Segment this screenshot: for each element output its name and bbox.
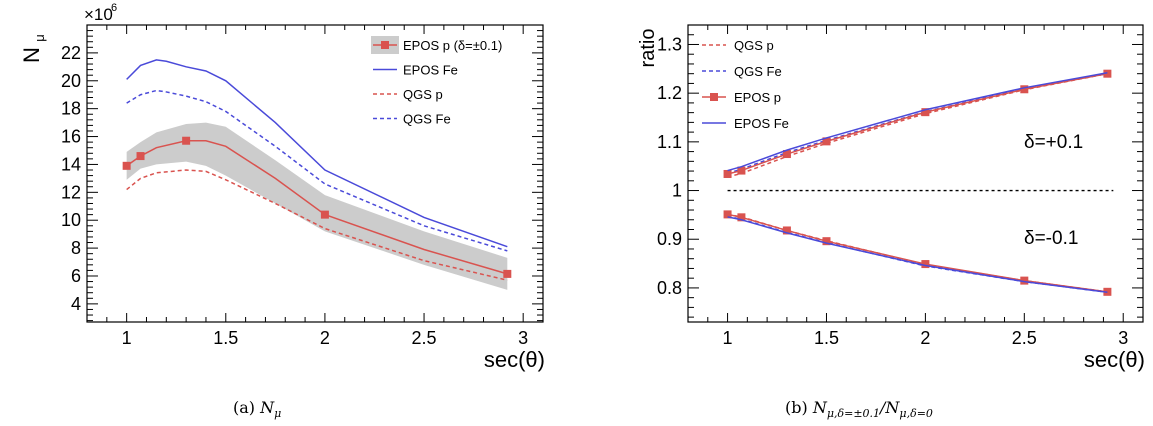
c0-series-line-qgs-p xyxy=(126,169,508,281)
caption-b-label: (b) xyxy=(785,398,808,417)
c0-x-axis-label: sec(θ) xyxy=(484,347,545,372)
c0-legend-label-epos-fe: EPOS Fe xyxy=(403,63,458,78)
c0-y-tick-label: 20 xyxy=(61,71,81,91)
c1-series-marker-epos-p xyxy=(1020,85,1029,94)
c0-series-marker-epos-p-0-1 xyxy=(122,161,131,170)
c0-exponent-label: ×10 xyxy=(84,5,113,24)
c0-legend-marker-epos-p-0-1 xyxy=(381,41,389,49)
c1-plot-frame xyxy=(687,24,1144,323)
c1-series-marker-epos-p xyxy=(723,169,732,178)
c1-x-tick-label: 3 xyxy=(1118,328,1128,348)
c1-series-marker-epos-p xyxy=(782,150,791,159)
c0-exponent-power: 6 xyxy=(111,2,117,14)
c1-y-tick-label: 1.3 xyxy=(657,34,682,54)
c1-x-tick-label: 1.5 xyxy=(814,328,839,348)
c0-y-tick-label: 8 xyxy=(71,238,81,258)
c1-series-marker-epos-p-0-1 xyxy=(921,260,930,269)
c0-y-tick-label: 4 xyxy=(71,294,81,314)
caption-a-symbol: N xyxy=(260,398,275,417)
c1-annotation-delta-minus: δ=-0.1 xyxy=(1024,228,1078,249)
caption-b-sub2: μ,δ=0 xyxy=(899,407,933,421)
caption-a-label: (a) xyxy=(233,398,256,417)
c0-y-tick-label: 16 xyxy=(61,127,81,147)
c1-y-axis-label: ratio xyxy=(637,29,659,68)
c0-y-tick-label: 22 xyxy=(61,43,81,63)
c1-legend-label-qgs-fe: QGS Fe xyxy=(734,64,782,79)
c0-y-tick-label: 18 xyxy=(61,99,81,119)
c0-legend-label-qgs-p: QGS p xyxy=(403,87,443,102)
caption-b-sep: / xyxy=(880,398,886,417)
c0-legend-label-epos-p-0-1: EPOS p (δ=±0.1) xyxy=(403,38,502,53)
c0-series-line-epos-fe xyxy=(126,59,508,248)
caption-b-symbol2: N xyxy=(885,398,900,417)
c0-uncertainty-band xyxy=(126,122,508,290)
c0-series-marker-epos-p-0-1 xyxy=(503,269,512,278)
c0-plot-frame xyxy=(86,24,544,323)
caption-a: (a) Nμ xyxy=(233,398,281,420)
c0-y-axis-label-sub: μ xyxy=(32,34,47,42)
c1-series-marker-epos-p xyxy=(921,108,930,117)
c0-x-tick-label: 3 xyxy=(518,328,528,348)
c0-y-tick-label: 10 xyxy=(61,210,81,230)
chart-nmu: 1 1.5 2 2.5 346810121416182022sec(θ)Nμ×106EP… xyxy=(19,2,545,372)
c0-y-tick-label: 6 xyxy=(71,266,81,286)
caption-a-sub: μ xyxy=(274,407,282,421)
c1-series-line-epos-p-0-1 xyxy=(727,213,1108,293)
c1-annotation-delta-plus: δ=+0.1 xyxy=(1024,132,1083,153)
c1-y-tick-label: 1.1 xyxy=(657,132,682,152)
c1-series-marker-epos-p xyxy=(1103,69,1112,78)
c1-x-tick-label: 2.5 xyxy=(1012,328,1037,348)
c0-series-line-epos-p-0-1 xyxy=(126,139,508,275)
c1-x-axis-label: sec(θ) xyxy=(1084,347,1145,372)
c1-legend-label-epos-fe: EPOS Fe xyxy=(734,116,789,131)
c1-series-marker-epos-p xyxy=(737,166,746,175)
c0-x-tick-label: 2.5 xyxy=(412,328,437,348)
c1-legend-marker-epos-p xyxy=(710,93,718,101)
caption-b: (b) Nμ,δ=±0.1/Nμ,δ=0 xyxy=(785,398,933,420)
c1-legend-label-epos-p: EPOS p xyxy=(734,90,781,105)
c1-x-tick-label: 1 xyxy=(723,328,733,348)
c1-series-line-epos-fe-0-1 xyxy=(727,216,1108,294)
c1-series-marker-epos-p-0-1 xyxy=(822,237,831,246)
c0-legend-label-qgs-fe: QGS Fe xyxy=(403,112,451,127)
c1-y-tick-label: 1.2 xyxy=(657,83,682,103)
c0-y-tick-label: 14 xyxy=(61,154,81,174)
c0-x-tick-label: 1.5 xyxy=(213,328,238,348)
c0-series-marker-epos-p-0-1 xyxy=(136,152,145,161)
c1-y-tick-label: 0.8 xyxy=(657,278,682,298)
c1-series-marker-epos-p-0-1 xyxy=(1020,276,1029,285)
c0-series-marker-epos-p-0-1 xyxy=(182,136,191,145)
c1-series-marker-epos-p xyxy=(822,137,831,146)
c0-x-tick-label: 1 xyxy=(122,328,132,348)
c1-x-tick-label: 2 xyxy=(920,328,930,348)
c0-series-marker-epos-p-0-1 xyxy=(320,210,329,219)
caption-b-symbol: N xyxy=(812,398,827,417)
c1-series-line-qgs-p-0-1 xyxy=(727,213,1108,293)
c1-y-tick-label: 0.9 xyxy=(657,229,682,249)
c1-series-marker-epos-p-0-1 xyxy=(723,210,732,219)
c0-y-axis-label: N xyxy=(19,47,44,63)
c1-series-line-epos-fe xyxy=(727,71,1108,172)
c1-legend-label-qgs-p: QGS p xyxy=(734,38,774,53)
c1-series-marker-epos-p-0-1 xyxy=(737,213,746,222)
c0-x-tick-label: 2 xyxy=(320,328,330,348)
c0-y-tick-label: 12 xyxy=(61,182,81,202)
c1-series-marker-epos-p-0-1 xyxy=(782,226,791,235)
c1-y-tick-label: 1 xyxy=(672,181,682,201)
caption-b-sub: μ,δ=±0.1 xyxy=(826,407,881,421)
chart-ratio: 1 1.5 2 2.5 3 0.8 0.9 1 1.1 1.2 1.3 sec(θ) ratio δ=+0… xyxy=(637,24,1145,372)
